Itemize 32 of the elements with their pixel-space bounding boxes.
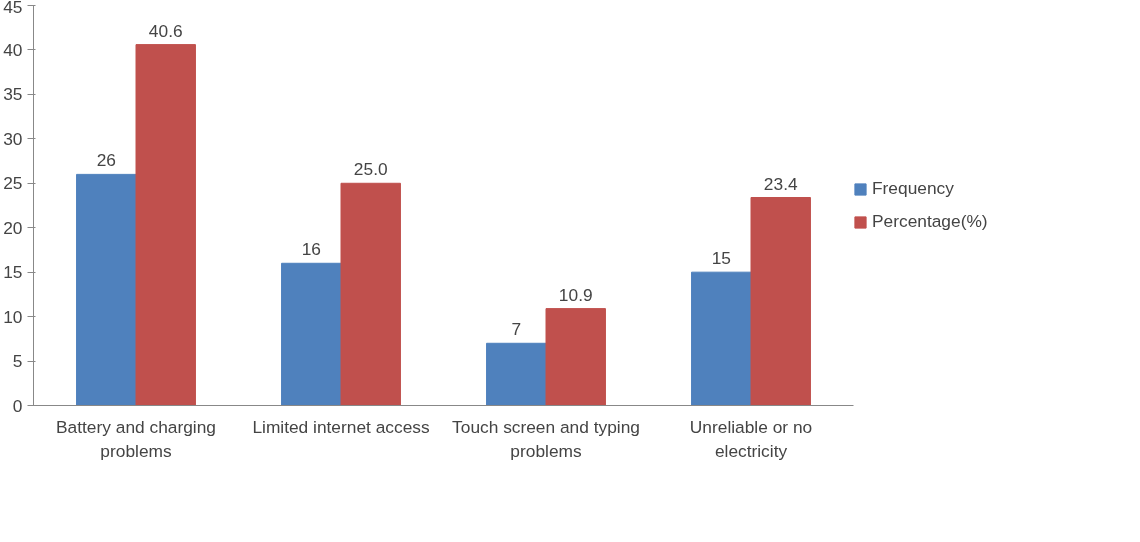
y-tick-label: 40 (3, 39, 23, 60)
bar (750, 197, 811, 406)
data-label: 16 (301, 239, 321, 260)
bar (486, 342, 547, 406)
y-tick-label: 10 (3, 306, 23, 327)
bar (76, 173, 137, 406)
data-label: 25.0 (353, 159, 388, 180)
y-tick-label: 45 (3, 0, 23, 17)
data-label: 23.4 (763, 173, 798, 194)
y-tick-label: 25 (3, 173, 23, 194)
x-tick-label: Battery and charging problems (56, 416, 216, 461)
y-tick-label: 35 (3, 84, 23, 105)
bar (545, 308, 606, 406)
bar (281, 262, 342, 406)
x-tick-label: Touch screen and typing problems (452, 416, 640, 461)
data-label: 40.6 (148, 20, 183, 41)
legend-label: Frequency (872, 178, 954, 199)
x-tick-label: Unreliable or no electricity (689, 416, 813, 461)
y-tick-label: 5 (12, 351, 23, 372)
y-tick-label: 15 (3, 262, 23, 283)
x-tick-label: Limited internet access (252, 416, 430, 437)
bar (340, 182, 401, 406)
data-label: 26 (96, 150, 116, 171)
y-tick-label: 20 (3, 217, 23, 238)
bar (135, 44, 196, 406)
data-label: 7 (511, 319, 522, 340)
legend-label: Percentage(%) (872, 211, 988, 232)
y-tick-label: 30 (3, 128, 23, 149)
y-tick-label: 0 (12, 395, 23, 416)
data-label: 10.9 (558, 284, 593, 305)
bar (691, 271, 752, 406)
data-label: 15 (711, 248, 731, 269)
